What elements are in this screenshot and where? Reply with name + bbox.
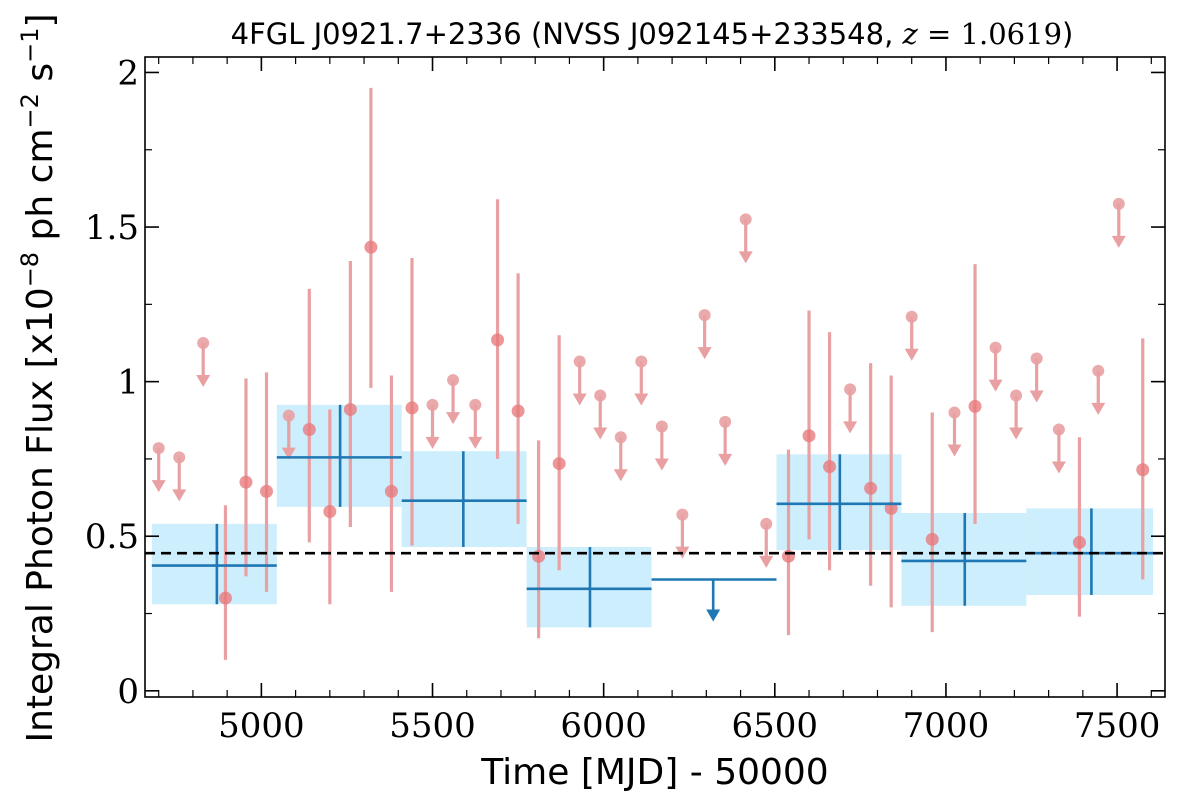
chart-title: 4FGL J0921.7+2336 (NVSS J092145+233548, …: [231, 17, 1074, 51]
fine-point-19: [968, 399, 982, 413]
fine-ul-point-25: [1112, 197, 1125, 210]
fine-ul-arrow-4: [425, 436, 440, 449]
fine-point-10: [511, 404, 525, 418]
fine-ul-arrow-6: [468, 436, 483, 449]
fine-ul-arrow-8: [593, 427, 608, 440]
fine-ul-point-6: [469, 398, 482, 411]
x-tick-label-3: 6500: [732, 706, 819, 746]
fine-ul-point-21: [1010, 389, 1023, 402]
fine-point-18: [925, 532, 939, 546]
fine-point-13: [781, 549, 795, 563]
x-tick-label-5: 7500: [1074, 706, 1161, 746]
fine-point-14: [802, 429, 816, 443]
plot-frame: [144, 56, 1166, 698]
y-axis-label: Integral Photon Flux [x10−8 ph cm−2 s−1]: [16, 13, 61, 742]
fine-ul-arrow-1: [172, 489, 187, 502]
fine-ul-point-1: [173, 451, 186, 464]
fine-ul-point-10: [635, 355, 648, 368]
fine-ul-point-5: [447, 374, 460, 387]
fine-ul-arrow-0: [151, 480, 166, 493]
fine-ul-arrow-25: [1111, 235, 1126, 248]
fine-ul-point-2: [197, 336, 210, 349]
fine-ul-point-18: [905, 310, 918, 323]
fine-point-5: [343, 402, 357, 416]
fine-ul-arrow-15: [738, 251, 753, 264]
fine-ul-arrow-16: [759, 555, 774, 568]
fine-point-1: [239, 475, 253, 489]
x-tick-label-0: 5000: [218, 706, 305, 746]
coarse-band-0: [151, 523, 277, 605]
fine-bin-points: [151, 87, 1150, 660]
x-tick-label-1: 5500: [389, 706, 476, 746]
x-axis-label: Time [MJD] - 50000: [480, 752, 828, 793]
x-tick-label-4: 7000: [903, 706, 990, 746]
fine-point-7: [384, 484, 398, 498]
fine-ul-point-11: [655, 420, 668, 433]
x-tick-label-2: 6000: [560, 706, 647, 746]
fine-point-15: [823, 460, 837, 474]
fine-ul-point-7: [573, 355, 586, 368]
fine-ul-arrow-22: [1029, 390, 1044, 403]
fine-ul-arrow-3: [281, 447, 296, 460]
fine-ul-point-13: [698, 309, 711, 322]
fine-ul-arrow-7: [572, 393, 587, 406]
fine-ul-point-16: [760, 517, 773, 530]
y-tick-label-3: 1.5: [85, 208, 139, 248]
fine-point-8: [405, 401, 419, 415]
coarse-band-6: [1026, 508, 1154, 595]
fine-point-12: [552, 457, 566, 471]
fine-point-11: [532, 549, 546, 563]
fine-point-0: [218, 591, 232, 605]
fine-ul-arrow-14: [718, 453, 733, 466]
fine-point-9: [491, 333, 505, 347]
fine-ul-point-9: [614, 431, 627, 444]
fine-ul-arrow-5: [446, 412, 461, 425]
fine-ul-arrow-18: [904, 348, 919, 361]
fine-ul-arrow-20: [988, 379, 1003, 392]
fine-ul-arrow-19: [947, 444, 962, 457]
fine-ul-arrow-10: [634, 393, 649, 406]
fine-point-21: [1136, 463, 1150, 477]
fine-ul-arrow-23: [1051, 461, 1066, 474]
fine-ul-point-22: [1030, 352, 1043, 365]
y-tick-label-4: 2: [117, 53, 139, 93]
fine-point-3: [302, 423, 316, 437]
fine-ul-point-15: [739, 213, 752, 226]
fine-ul-point-12: [676, 508, 689, 521]
fine-ul-arrow-24: [1091, 402, 1106, 415]
y-tick-label-1: 0.5: [85, 517, 139, 557]
y-tick-label-0: 0: [117, 672, 139, 712]
y-tick-label-2: 1: [117, 363, 139, 403]
fine-ul-point-19: [948, 406, 961, 419]
fine-ul-arrow-17: [843, 421, 858, 434]
coarse-ul-arrow-0: [706, 609, 721, 622]
fine-ul-arrow-2: [196, 374, 211, 387]
fine-ul-arrow-13: [697, 347, 712, 360]
fine-point-20: [1072, 535, 1086, 549]
fine-ul-point-14: [719, 415, 732, 428]
fine-ul-point-4: [426, 398, 439, 411]
fine-point-17: [884, 501, 898, 515]
fine-point-2: [260, 484, 274, 498]
fine-ul-point-23: [1052, 423, 1065, 436]
fine-ul-point-8: [594, 389, 607, 402]
fine-ul-point-24: [1092, 364, 1105, 377]
coarse-bin-points: [151, 404, 1154, 628]
fine-point-16: [864, 481, 878, 495]
fine-ul-point-0: [152, 442, 165, 455]
fine-ul-point-20: [989, 341, 1002, 354]
coarse-bin-bands: [151, 404, 1154, 628]
fine-ul-point-3: [282, 409, 295, 422]
fine-point-6: [364, 240, 378, 254]
fine-ul-arrow-11: [654, 458, 669, 471]
axis-ticks: 5000 5500 6000 6500 7000 7500 0 0.5 1 1.5 2: [85, 53, 1165, 746]
fine-ul-arrow-9: [613, 469, 628, 482]
fine-ul-arrow-21: [1009, 427, 1024, 440]
fine-point-4: [323, 504, 337, 518]
fine-ul-point-17: [844, 383, 857, 396]
